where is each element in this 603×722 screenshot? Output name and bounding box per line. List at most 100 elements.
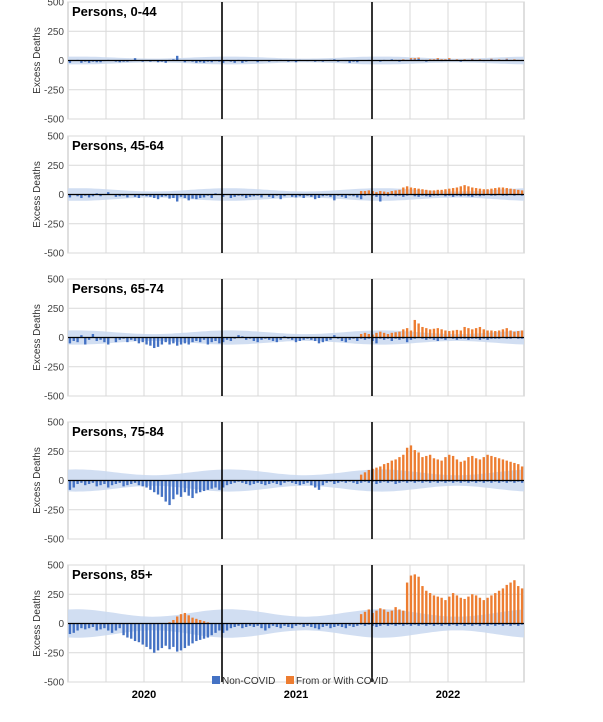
bar-covid xyxy=(440,597,443,624)
bar-non-covid xyxy=(432,623,436,626)
bar-non-covid xyxy=(168,480,171,506)
panel-3: -500 -250 0 250 500 Excess Deaths Persons, 65-… xyxy=(32,275,525,403)
bar-covid xyxy=(501,187,505,195)
bar-non-covid xyxy=(501,623,505,626)
y-tick-label: 250 xyxy=(47,27,64,38)
bar-non-covid xyxy=(425,194,428,197)
bar-non-covid xyxy=(333,335,336,338)
bar-covid xyxy=(505,188,508,195)
bar-non-covid xyxy=(149,337,152,346)
bar-non-covid xyxy=(344,623,348,629)
bar-covid xyxy=(436,328,439,338)
bar-non-covid xyxy=(87,194,91,198)
bar-non-covid xyxy=(497,480,501,483)
bar-non-covid xyxy=(279,480,282,486)
bar-non-covid xyxy=(176,480,179,495)
bar-covid xyxy=(379,331,382,338)
bar-non-covid xyxy=(248,194,252,197)
bar-non-covid xyxy=(356,60,359,63)
bar-non-covid xyxy=(222,337,225,343)
bar-covid xyxy=(509,461,512,481)
bar-covid xyxy=(474,458,478,481)
bar-non-covid xyxy=(352,623,355,628)
bar-covid xyxy=(394,607,397,624)
bar-non-covid xyxy=(122,480,125,487)
bar-covid xyxy=(463,59,466,60)
bar-non-covid xyxy=(313,623,317,629)
bar-non-covid xyxy=(133,194,137,197)
bar-covid xyxy=(428,59,432,60)
bar-non-covid xyxy=(179,480,183,497)
bar-covid xyxy=(455,187,459,195)
bar-non-covid xyxy=(118,337,121,340)
bar-non-covid xyxy=(398,480,401,483)
bar-non-covid xyxy=(237,335,240,338)
bar-non-covid xyxy=(99,337,102,340)
y-tick-label: -500 xyxy=(44,535,64,546)
bar-non-covid xyxy=(260,480,263,485)
bar-non-covid xyxy=(467,194,470,197)
bar-non-covid xyxy=(321,623,325,628)
bar-non-covid xyxy=(271,480,275,483)
bar-non-covid xyxy=(352,194,355,197)
legend-label-non-covid: Non-COVID xyxy=(222,676,275,687)
bar-non-covid xyxy=(256,480,259,483)
bar-non-covid xyxy=(459,480,462,483)
bar-non-covid xyxy=(310,194,313,197)
bar-non-covid xyxy=(195,337,198,342)
y-axis-label: Excess Deaths xyxy=(32,27,43,94)
bar-covid xyxy=(497,59,501,60)
bar-non-covid xyxy=(183,60,187,63)
bar-non-covid xyxy=(137,194,141,199)
bar-covid xyxy=(478,597,482,624)
bar-non-covid xyxy=(275,480,279,485)
bar-non-covid xyxy=(386,194,390,197)
bar-covid xyxy=(425,189,428,195)
bar-covid xyxy=(455,329,459,338)
bar-non-covid xyxy=(409,337,413,340)
bar-non-covid xyxy=(199,337,202,343)
bar-non-covid xyxy=(229,194,233,199)
bar-covid xyxy=(363,332,367,338)
bar-covid xyxy=(379,190,382,195)
bar-non-covid xyxy=(233,623,236,628)
bar-covid xyxy=(451,330,455,338)
bar-covid xyxy=(183,612,187,624)
bar-non-covid xyxy=(110,623,114,633)
bar-covid xyxy=(451,188,455,195)
bar-non-covid xyxy=(80,60,83,63)
bar-non-covid xyxy=(137,623,141,643)
bar-non-covid xyxy=(306,480,309,483)
bar-non-covid xyxy=(84,480,87,486)
bar-covid xyxy=(386,462,390,481)
bar-non-covid xyxy=(271,337,275,342)
bar-non-covid xyxy=(421,480,424,483)
bar-covid xyxy=(405,186,409,195)
bar-covid xyxy=(195,618,198,624)
bar-non-covid xyxy=(126,480,129,486)
bar-non-covid xyxy=(87,337,91,340)
bar-covid xyxy=(497,590,501,624)
bar-non-covid xyxy=(91,623,95,628)
bar-non-covid xyxy=(179,337,183,345)
bar-non-covid xyxy=(137,337,141,344)
y-tick-label: -250 xyxy=(44,219,64,230)
bar-covid xyxy=(413,450,416,481)
bar-non-covid xyxy=(394,623,397,626)
bar-non-covid xyxy=(313,337,317,342)
bar-non-covid xyxy=(336,623,340,626)
bar-non-covid xyxy=(149,194,152,197)
bar-covid xyxy=(367,469,370,481)
y-tick-label: 500 xyxy=(47,418,64,429)
bar-non-covid xyxy=(183,337,187,344)
bar-non-covid xyxy=(133,623,137,642)
bar-covid xyxy=(432,328,436,338)
bar-non-covid xyxy=(256,60,259,63)
y-tick-label: 250 xyxy=(47,304,64,315)
bar-covid xyxy=(459,330,462,338)
x-year-label-2021: 2021 xyxy=(284,689,308,701)
bar-covid xyxy=(421,586,424,624)
bar-covid xyxy=(379,608,382,624)
bar-non-covid xyxy=(95,480,98,487)
bar-covid xyxy=(359,190,363,195)
